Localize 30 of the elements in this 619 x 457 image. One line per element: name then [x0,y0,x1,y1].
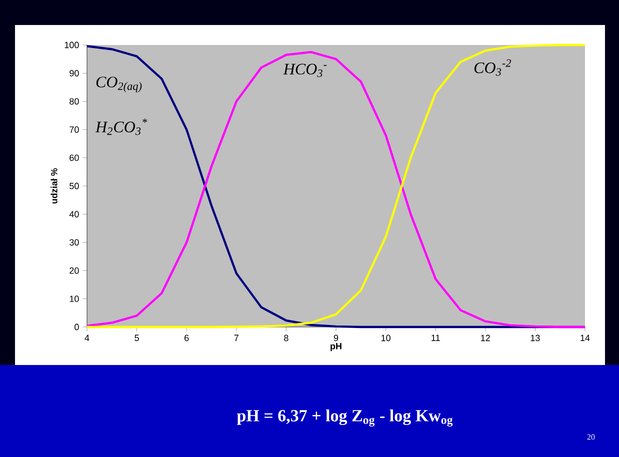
x-tick-label: 9 [334,334,338,342]
series-label: CO$_{2(aq)}$ [96,76,142,92]
x-tick-label: 4 [84,334,90,341]
x-tick-label: 10 [381,334,390,342]
x-tick-label: 6 [184,334,189,342]
series-label: HCO$_{3}$- [283,64,327,78]
y-axis-title: udział % [50,168,58,204]
y-tick-label: 30 [70,239,79,246]
x-tick-label: 12 [481,334,490,342]
x-tick-label: 14 [580,334,590,341]
y-tick-label: 0 [74,324,79,330]
y-tick-label: 90 [70,70,79,76]
x-tick-label: 5 [134,334,139,342]
y-tick-label: 80 [70,98,79,105]
y-tick-label: 10 [70,296,79,302]
x-tick-label: 7 [234,334,238,341]
x-tick-label: 8 [284,334,288,342]
x-axis-title: pH [330,343,342,352]
annotation: H$_{2}$CO$_{3}$* [95,118,148,135]
text: 20 [587,434,595,440]
text: pH = 6,37 + log Z$_{og}$ - log Kw$_{og}$ [236,409,453,426]
y-tick-label: 20 [70,267,79,274]
y-tick-label: 40 [69,211,79,218]
y-tick-label: 60 [70,154,79,161]
y-tick-label: 70 [70,126,79,133]
x-tick-label: 11 [432,334,440,341]
y-tick-label: 50 [70,182,79,190]
series-label: CO$_{3}$-2 [474,59,511,76]
y-tick-label: 100 [64,42,79,48]
x-tick-label: 13 [530,334,540,342]
